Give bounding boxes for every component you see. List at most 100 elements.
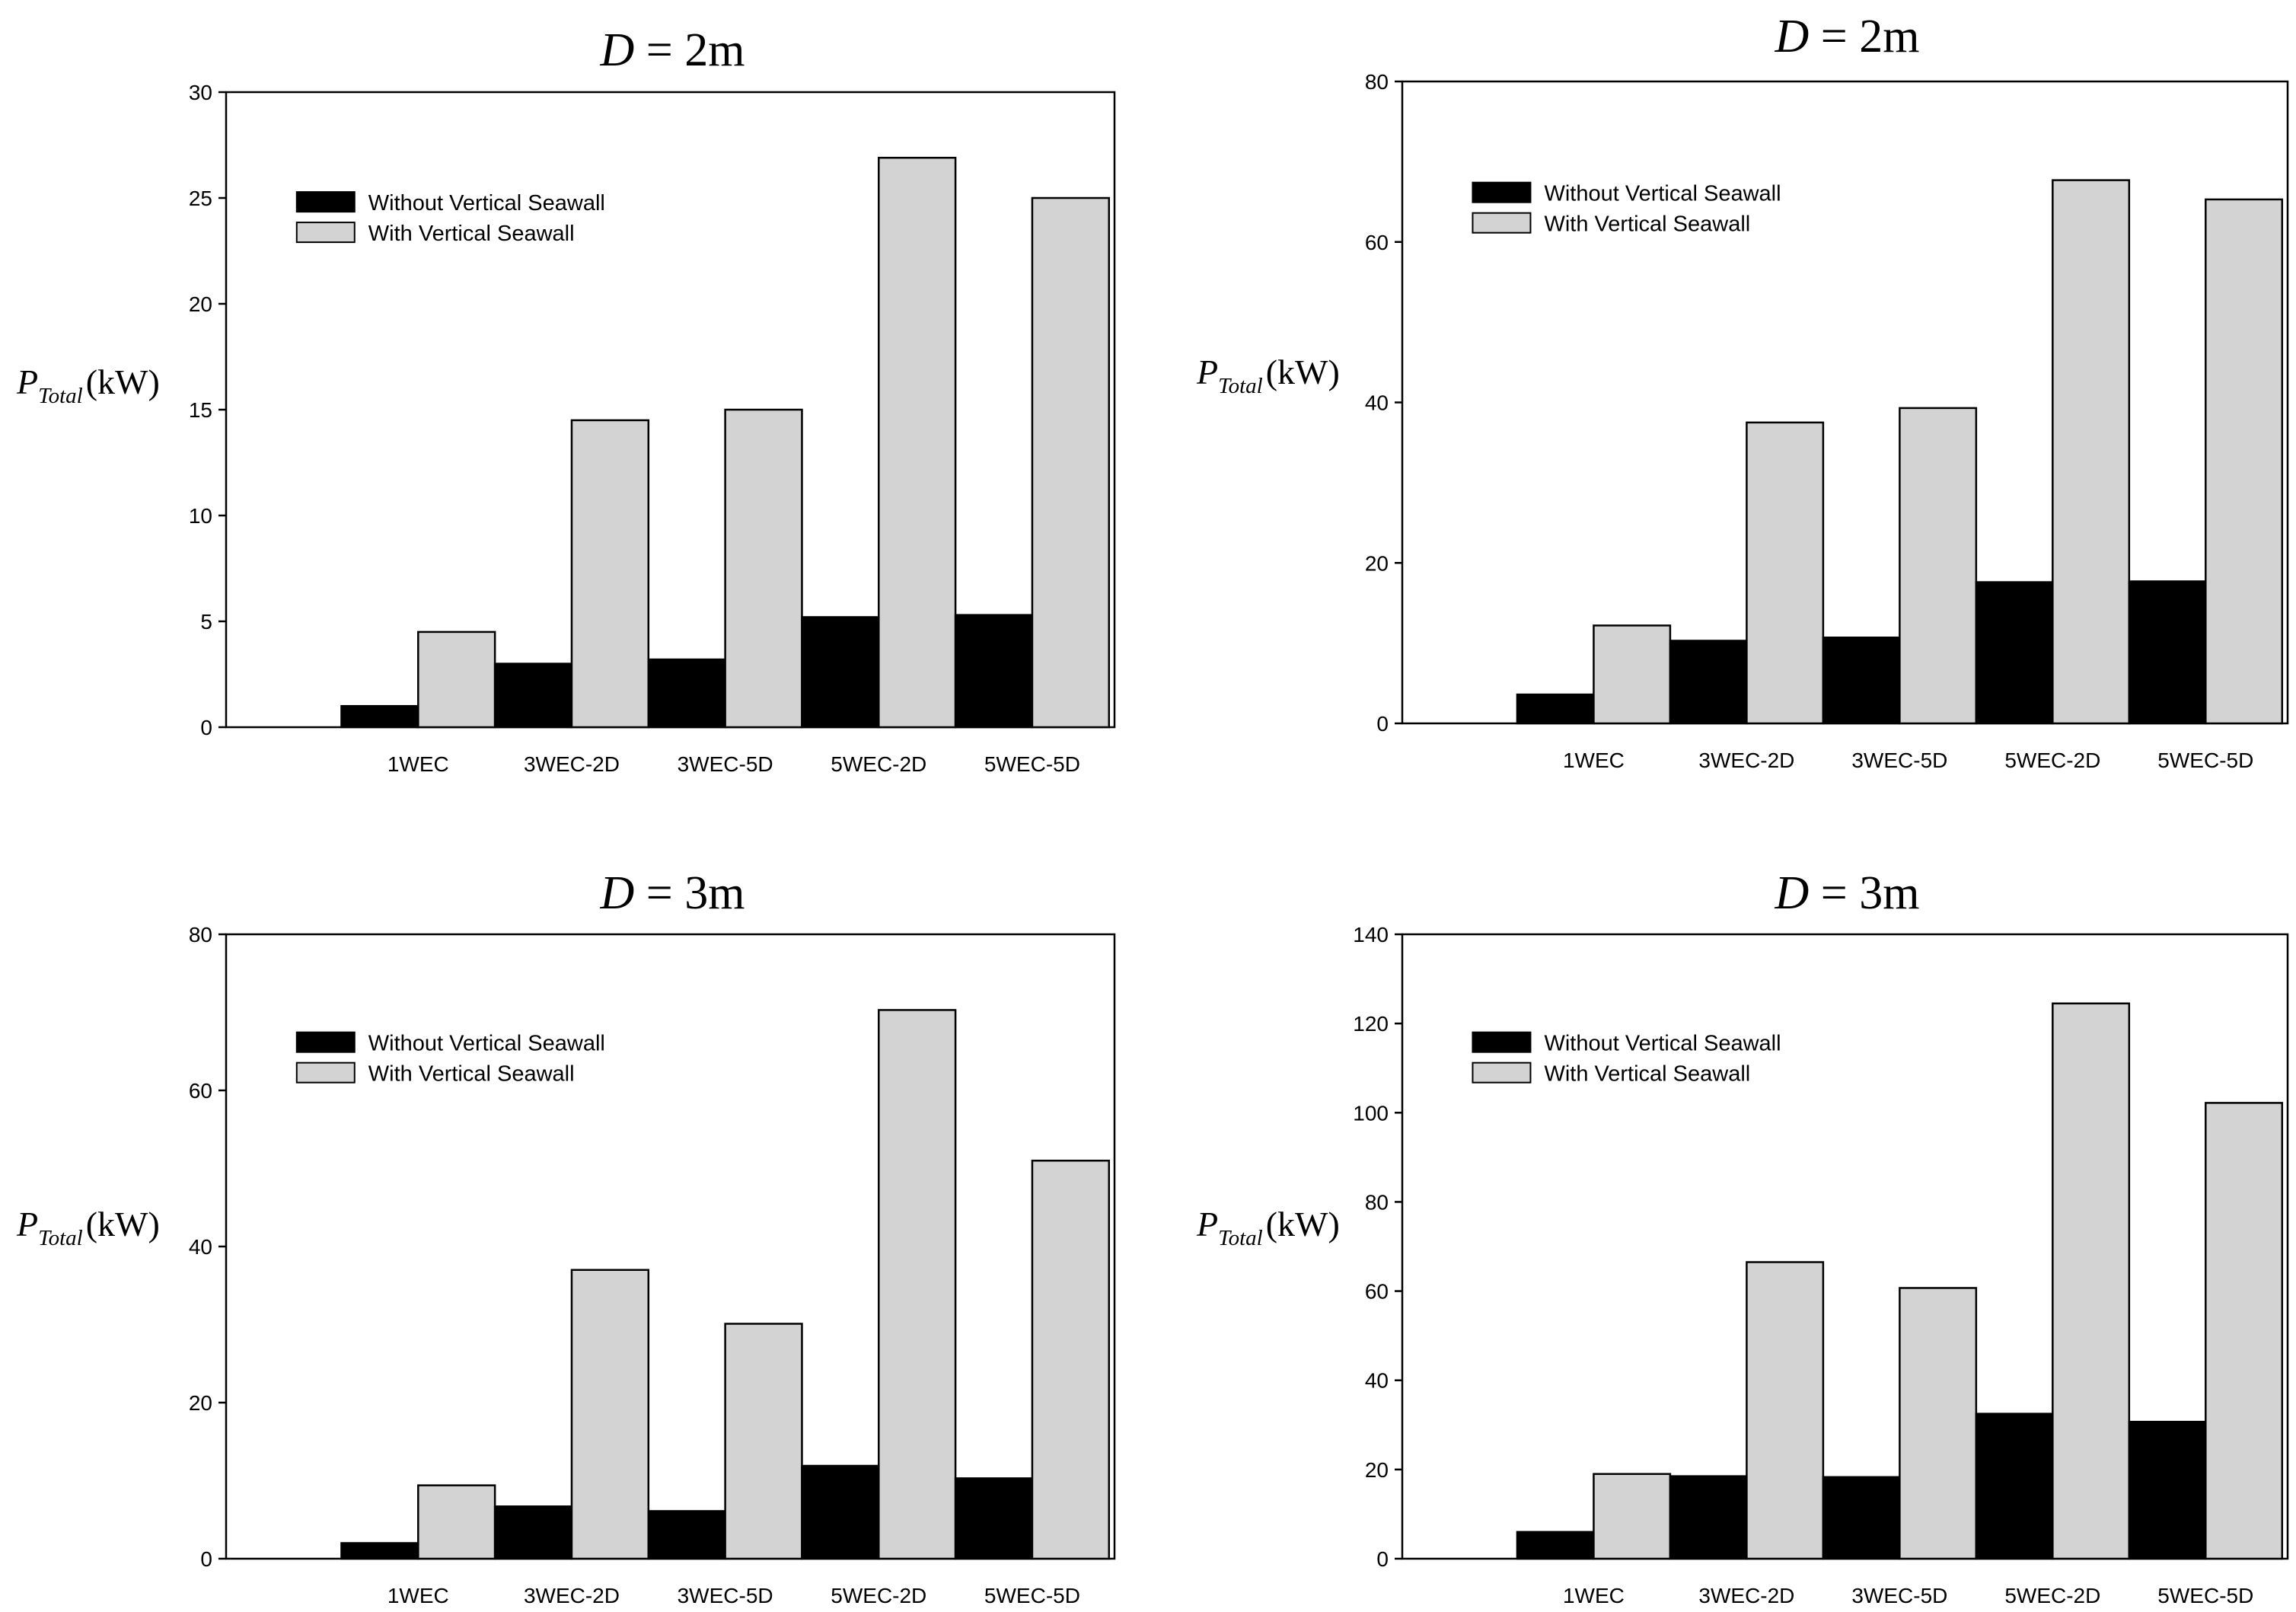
chart-panel-top-left: 0 5 10 15 20 25 30 1WEC 3WEC-2D 3WEC-5D 5WEC-2D 5WE… (16, 24, 1116, 776)
x-tick-label: 3WEC-2D (1698, 749, 1794, 772)
x-tick-label: 3WEC-5D (1851, 1584, 1947, 1607)
y-tick-label: 20 (1365, 1458, 1389, 1482)
y-label-unit: (kW) (1266, 1205, 1340, 1243)
y-tick-label: 120 (1353, 1012, 1389, 1036)
y-label-subscript: Total (38, 384, 83, 408)
y-tick-label: 0 (200, 716, 212, 739)
bar-without-seawall (647, 658, 726, 729)
bar-without-seawall (1975, 581, 2054, 725)
bar-without-seawall (954, 614, 1034, 729)
x-tick-label: 5WEC-5D (984, 752, 1080, 776)
bar-with-seawall (2205, 1102, 2284, 1560)
title-variable: D (600, 867, 635, 919)
bar-with-seawall (2205, 198, 2284, 725)
y-label-symbol: P (1196, 1205, 1218, 1243)
y-label-symbol: P (16, 362, 38, 401)
bar-with-seawall (1593, 624, 1672, 725)
legend-entry: Without Vertical Seawall (368, 191, 605, 215)
bar-without-seawall (1669, 1475, 1748, 1560)
y-axis-label: PTotal(kW) (16, 362, 160, 408)
legend-entry: With Vertical Seawall (1544, 1062, 1750, 1087)
bar-with-seawall (417, 1484, 496, 1560)
bar-with-seawall (878, 156, 957, 729)
bar-without-seawall (340, 704, 419, 729)
y-label-subscript: Total (1218, 1226, 1263, 1250)
bar-with-seawall (1031, 1160, 1111, 1560)
x-tick-label: 3WEC-2D (524, 1584, 620, 1607)
y-tick-label: 20 (189, 1391, 212, 1415)
bar-without-seawall (340, 1542, 419, 1560)
x-tick-label: 5WEC-2D (2004, 1584, 2100, 1607)
y-tick-label: 80 (1365, 70, 1389, 94)
y-tick-label: 60 (1365, 1280, 1389, 1304)
bar-with-seawall (570, 419, 650, 729)
bar-with-seawall (1899, 407, 1978, 725)
y-axis-label: PTotal(kW) (16, 1205, 160, 1250)
x-tick-label: 3WEC-5D (678, 1584, 773, 1607)
y-axis-label: PTotal(kW) (1196, 1205, 1340, 1250)
x-tick-label: 5WEC-2D (831, 1584, 926, 1607)
y-tick-label: 15 (189, 398, 212, 422)
y-tick-label: 25 (189, 187, 212, 210)
y-tick-label: 80 (1365, 1190, 1389, 1214)
bar-without-seawall (954, 1477, 1034, 1560)
bar-with-seawall (417, 630, 496, 729)
x-tick-label: 3WEC-5D (678, 752, 773, 776)
legend-swatch (1472, 1031, 1532, 1053)
y-label-subscript: Total (1218, 374, 1263, 398)
chart-title: D = 3m (1775, 867, 1920, 919)
chart-panel-top-right: 0 20 40 60 80 1WEC 3WEC-2D 3WEC-5D 5WEC-2D 5WEC-5… (1196, 11, 2289, 772)
x-tick-label: 5WEC-2D (831, 752, 926, 776)
legend-swatch (1472, 212, 1532, 234)
bar-with-seawall (2052, 1002, 2131, 1560)
bar-without-seawall (1516, 693, 1595, 725)
legend-entry: With Vertical Seawall (368, 222, 575, 246)
bar-without-seawall (1516, 1531, 1595, 1560)
y-label-subscript: Total (38, 1226, 83, 1250)
y-axis-label: PTotal(kW) (1196, 353, 1340, 398)
title-value: = 3m (634, 867, 745, 919)
x-tick-label: 1WEC (1563, 749, 1625, 772)
y-tick-label: 40 (189, 1235, 212, 1259)
plot-frame (225, 933, 1116, 1560)
legend-swatch (295, 222, 356, 244)
x-tick-label: 5WEC-5D (984, 1584, 1080, 1607)
bar-without-seawall (1975, 1412, 2054, 1560)
bar-with-seawall (1593, 1473, 1672, 1560)
bar-without-seawall (493, 662, 573, 729)
legend-swatch (295, 191, 356, 213)
bar-without-seawall (1669, 640, 1748, 725)
y-label-unit: (kW) (86, 1205, 160, 1243)
bar-without-seawall (647, 1510, 726, 1560)
y-tick-label: 20 (1365, 551, 1389, 575)
title-value: = 2m (1809, 11, 1919, 62)
x-tick-label: 3WEC-2D (524, 752, 620, 776)
y-tick-label: 30 (189, 81, 212, 104)
chart-title: D = 2m (1775, 11, 1920, 62)
bar-without-seawall (2128, 1420, 2207, 1560)
y-label-unit: (kW) (86, 362, 160, 401)
title-value: = 3m (1809, 867, 1919, 919)
legend-swatch (295, 1061, 356, 1084)
bar-without-seawall (801, 1464, 880, 1560)
y-tick-label: 5 (200, 610, 212, 634)
bar-with-seawall (724, 1323, 803, 1560)
legend-entry: With Vertical Seawall (368, 1062, 575, 1087)
bar-with-seawall (1899, 1287, 1978, 1560)
y-tick-label: 60 (1365, 231, 1389, 254)
legend-entry: Without Vertical Seawall (1544, 1032, 1781, 1056)
bar-with-seawall (1746, 1261, 1825, 1560)
title-variable: D (1775, 867, 1810, 919)
x-tick-label: 5WEC-5D (2157, 749, 2253, 772)
y-tick-label: 0 (1376, 712, 1389, 736)
y-label-unit: (kW) (1266, 353, 1340, 391)
x-tick-label: 3WEC-2D (1698, 1584, 1794, 1607)
y-tick-label: 0 (200, 1547, 212, 1571)
bar-without-seawall (1822, 1476, 1901, 1560)
legend-swatch (1472, 1061, 1532, 1084)
legend-entry: Without Vertical Seawall (1544, 182, 1781, 206)
x-tick-label: 1WEC (387, 1584, 449, 1607)
y-tick-label: 80 (189, 923, 212, 946)
bar-with-seawall (724, 408, 803, 729)
